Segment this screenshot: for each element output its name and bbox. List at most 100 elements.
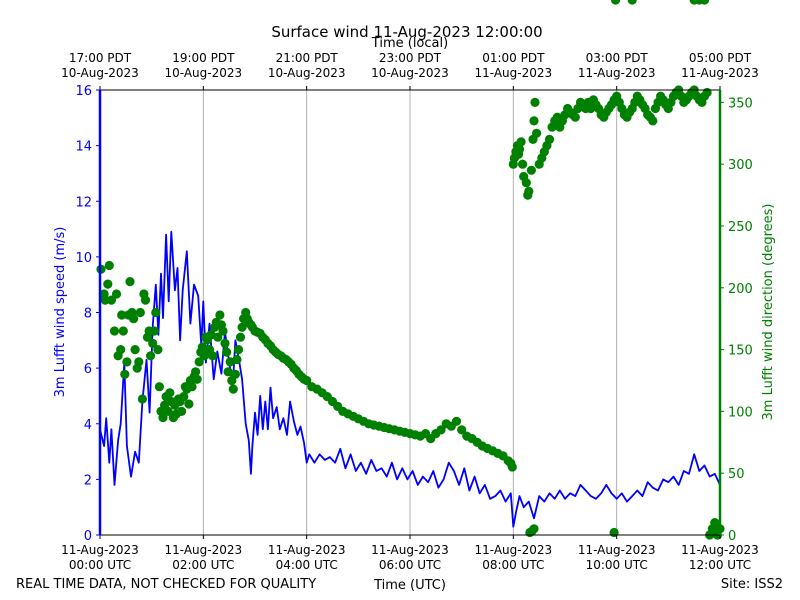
wind-direction-point xyxy=(187,382,197,392)
bottom-tick-label-time: 08:00 UTC xyxy=(482,558,544,572)
bottom-tick-label-date: 11-Aug-2023 xyxy=(165,543,243,557)
left-axis-label: 3m Lufft wind speed (m/s) xyxy=(53,227,68,398)
right-axis-label: 3m Lufft wind direction (degrees) xyxy=(761,204,776,421)
left-tick-label: 4 xyxy=(84,418,92,433)
top-tick-label-time: 19:00 PDT xyxy=(172,51,235,65)
wind-direction-point xyxy=(232,354,242,365)
bottom-tick-label-time: 10:00 UTC xyxy=(586,558,648,572)
top-tick-label-date: 10-Aug-2023 xyxy=(61,66,139,80)
wind-direction-point xyxy=(222,347,232,357)
top-tick-label-time: 05:00 PDT xyxy=(689,51,752,65)
wind-direction-point xyxy=(529,116,539,126)
right-tick-label: 100 xyxy=(728,405,753,420)
bottom-axis-label: Time (UTC) xyxy=(373,578,446,593)
bottom-tick-label-time: 04:00 UTC xyxy=(276,558,338,572)
wind-direction-point xyxy=(122,357,132,367)
right-tick-label: 50 xyxy=(728,467,745,482)
wind-direction-point xyxy=(518,159,528,169)
wind-direction-point xyxy=(609,527,619,538)
wind-direction-point xyxy=(177,406,187,416)
wind-direction-point xyxy=(521,178,531,188)
wind-direction-point xyxy=(135,307,145,318)
wind-direction-point xyxy=(457,425,467,435)
wind-direction-point xyxy=(524,186,534,196)
wind-direction-point xyxy=(151,307,161,318)
wind-speed-line xyxy=(99,230,721,528)
bottom-tick-label-time: 06:00 UTC xyxy=(379,558,441,572)
wind-direction-point xyxy=(146,351,156,361)
wind-direction-point xyxy=(199,351,209,361)
wind-direction-point xyxy=(526,165,537,175)
bottom-tick-label-time: 00:00 UTC xyxy=(69,558,131,572)
right-tick-label: 250 xyxy=(728,220,753,235)
wind-direction-point xyxy=(104,260,114,271)
wind-direction-point xyxy=(514,144,525,154)
top-tick-label-date: 11-Aug-2023 xyxy=(681,66,759,80)
wind-direction-point xyxy=(154,382,164,392)
left-tick-label: 12 xyxy=(75,195,92,210)
wind-direction-point xyxy=(106,295,116,305)
wind-direction-point xyxy=(148,338,158,348)
top-tick-label-time: 03:00 PDT xyxy=(586,51,649,65)
left-tick-label: 10 xyxy=(75,251,92,266)
bottom-tick-label-date: 11-Aug-2023 xyxy=(578,543,656,557)
wind-direction-point xyxy=(220,338,230,348)
wind-direction-point xyxy=(213,332,223,342)
right-tick-label: 350 xyxy=(728,96,753,111)
wind-direction-point xyxy=(134,357,144,367)
wind-direction-point xyxy=(130,345,140,355)
top-axis-label: Time (local) xyxy=(371,36,448,51)
left-tick-label: 8 xyxy=(84,307,92,322)
top-tick-label-time: 01:00 PDT xyxy=(482,51,545,65)
footer-quality-note: REAL TIME DATA, NOT CHECKED FOR QUALITY xyxy=(16,577,316,592)
left-tick-label: 14 xyxy=(75,140,92,155)
wind-direction-point xyxy=(163,406,173,416)
wind-direction-point xyxy=(192,374,202,384)
wind-direction-point xyxy=(125,277,135,287)
wind-direction-point xyxy=(235,332,246,342)
wind-direction-point xyxy=(129,314,139,324)
wind-direction-point xyxy=(158,413,168,423)
bottom-tick-label-date: 11-Aug-2023 xyxy=(475,543,553,557)
right-tick-label: 0 xyxy=(728,529,736,544)
top-tick-label-date: 11-Aug-2023 xyxy=(578,66,656,80)
footer-site-label: Site: ISS2 xyxy=(721,577,783,592)
wind-direction-point xyxy=(109,326,120,336)
wind-direction-point xyxy=(184,399,194,409)
wind-direction-point xyxy=(140,295,151,305)
wind-direction-point xyxy=(302,375,312,386)
wind-direction-point xyxy=(117,310,127,320)
top-tick-label-time: 17:00 PDT xyxy=(69,51,132,65)
wind-direction-point xyxy=(530,97,540,107)
wind-direction-point xyxy=(710,518,720,528)
wind-direction-point xyxy=(103,279,113,289)
wind-direction-point xyxy=(570,112,580,122)
bottom-tick-label-time: 02:00 UTC xyxy=(172,558,234,572)
wind-direction-point xyxy=(228,384,238,394)
wind-direction-point xyxy=(451,416,462,426)
right-tick-label: 200 xyxy=(728,282,753,297)
bottom-tick-label-date: 11-Aug-2023 xyxy=(371,543,449,557)
left-tick-label: 6 xyxy=(84,362,92,377)
wind-direction-point xyxy=(702,87,712,98)
wind-direction-point xyxy=(149,326,159,336)
left-tick-label: 16 xyxy=(75,84,92,99)
wind-direction-point xyxy=(627,0,637,5)
top-tick-label-date: 11-Aug-2023 xyxy=(475,66,553,80)
wind-direction-point xyxy=(544,134,555,144)
wind-direction-point xyxy=(197,342,207,352)
wind-direction-point xyxy=(194,357,204,367)
left-tick-label: 0 xyxy=(84,529,92,544)
wind-direction-point xyxy=(507,462,517,472)
wind-direction-point xyxy=(532,128,542,138)
top-tick-label-date: 10-Aug-2023 xyxy=(165,66,243,80)
top-tick-label-time: 23:00 PDT xyxy=(379,51,442,65)
wind-direction-point xyxy=(165,388,175,398)
wind-direction-point xyxy=(223,367,233,377)
wind-direction-point xyxy=(111,289,122,299)
right-tick-label: 150 xyxy=(728,344,753,359)
left-tick-label: 2 xyxy=(84,473,92,488)
wind-direction-point xyxy=(611,0,621,5)
